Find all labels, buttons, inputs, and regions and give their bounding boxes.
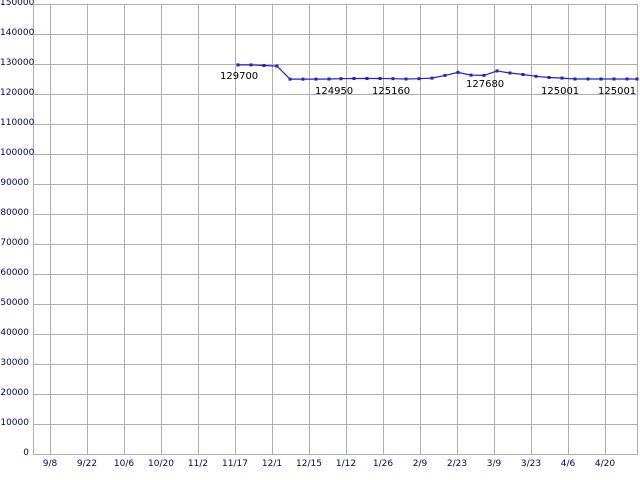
y-axis-tick-label: 40000: [0, 328, 29, 338]
data-point-marker: [417, 77, 421, 81]
data-point-marker: [236, 63, 240, 67]
data-point-marker: [430, 76, 434, 80]
data-point-marker: [378, 77, 382, 81]
y-axis-tick-label: 0: [23, 448, 29, 458]
data-point-marker: [301, 77, 305, 81]
data-point-marker: [275, 64, 279, 68]
data-point-marker: [534, 74, 538, 78]
data-point-marker: [391, 77, 395, 81]
data-point-marker: [521, 73, 525, 76]
y-axis-tick-label: 30000: [0, 358, 29, 368]
data-point-marker: [612, 77, 616, 81]
data-point-marker: [443, 73, 447, 77]
x-axis-tick-label: 9/22: [76, 459, 98, 469]
data-point-marker: [469, 73, 473, 77]
y-axis-tick-label: 140000: [0, 28, 35, 38]
x-axis-tick-label: 4/20: [594, 459, 616, 469]
x-axis-tick-label: 3/23: [520, 459, 542, 469]
y-axis-tick-label: 120000: [0, 88, 35, 98]
x-axis-tick-label: 10/20: [148, 459, 174, 469]
data-point-marker: [586, 77, 590, 81]
data-point-marker: [482, 73, 486, 77]
data-point-value-label: 129700: [220, 71, 259, 82]
data-point-marker: [573, 77, 577, 81]
data-point-marker: [262, 64, 266, 67]
data-point-value-label: 124950: [315, 86, 354, 97]
horizontal-gridlines: [33, 4, 637, 455]
y-axis-tick-label: 10000: [0, 418, 29, 428]
x-axis-tick-label: 2/23: [446, 459, 468, 469]
data-point-marker: [352, 77, 356, 81]
data-point-marker: [599, 77, 603, 81]
data-point-value-label: 125001: [598, 86, 637, 97]
data-point-value-label: 127680: [466, 79, 505, 90]
data-point-marker: [547, 76, 551, 79]
y-axis-tick-label: 100000: [0, 148, 35, 158]
y-axis-tick-label: 20000: [0, 388, 29, 398]
x-axis-tick-label: 12/1: [261, 459, 283, 469]
y-axis-tick-label: 70000: [0, 238, 29, 248]
y-axis-tick-label: 90000: [0, 178, 29, 188]
y-axis-tick-label: 150000: [0, 0, 35, 8]
data-point-marker: [495, 69, 499, 73]
data-point-marker: [635, 77, 639, 81]
y-axis-tick-label: 130000: [0, 58, 35, 68]
series-markers-price: [236, 63, 639, 81]
x-axis-tick-label: 2/9: [412, 459, 428, 469]
vertical-gridlines: [50, 4, 638, 454]
x-axis-tick-label: 11/2: [187, 459, 209, 469]
x-axis-tick-label: 3/9: [486, 459, 502, 469]
data-point-marker: [249, 63, 253, 67]
y-axis-tick-label: 80000: [0, 208, 29, 218]
data-point-marker: [339, 77, 343, 81]
x-axis-tick-label: 4/6: [560, 459, 576, 469]
series-line-price: [238, 64, 637, 80]
data-point-value-label: 125001: [541, 86, 580, 97]
x-axis-tick-label: 11/17: [222, 459, 248, 469]
data-point-value-label: 125160: [372, 86, 411, 97]
x-axis-tick-label: 1/26: [372, 459, 394, 469]
data-point-marker: [625, 77, 629, 81]
data-point-marker: [288, 77, 292, 81]
x-axis-tick-label: 1/12: [335, 459, 357, 469]
data-point-marker: [560, 76, 564, 80]
y-axis-tick-label: 110000: [0, 118, 35, 128]
data-point-marker: [508, 71, 512, 75]
x-axis-tick-label: 12/15: [296, 459, 322, 469]
data-point-marker: [456, 70, 460, 74]
plot-border: [33, 4, 638, 455]
data-point-marker: [327, 77, 331, 81]
data-point-marker: [314, 77, 318, 81]
y-axis-tick-label: 60000: [0, 268, 29, 278]
x-axis-tick-label: 10/6: [113, 459, 135, 469]
x-axis-tick-label: 9/8: [42, 459, 58, 469]
data-point-marker: [404, 77, 408, 81]
data-point-marker: [365, 77, 369, 81]
y-axis-tick-label: 50000: [0, 298, 29, 308]
